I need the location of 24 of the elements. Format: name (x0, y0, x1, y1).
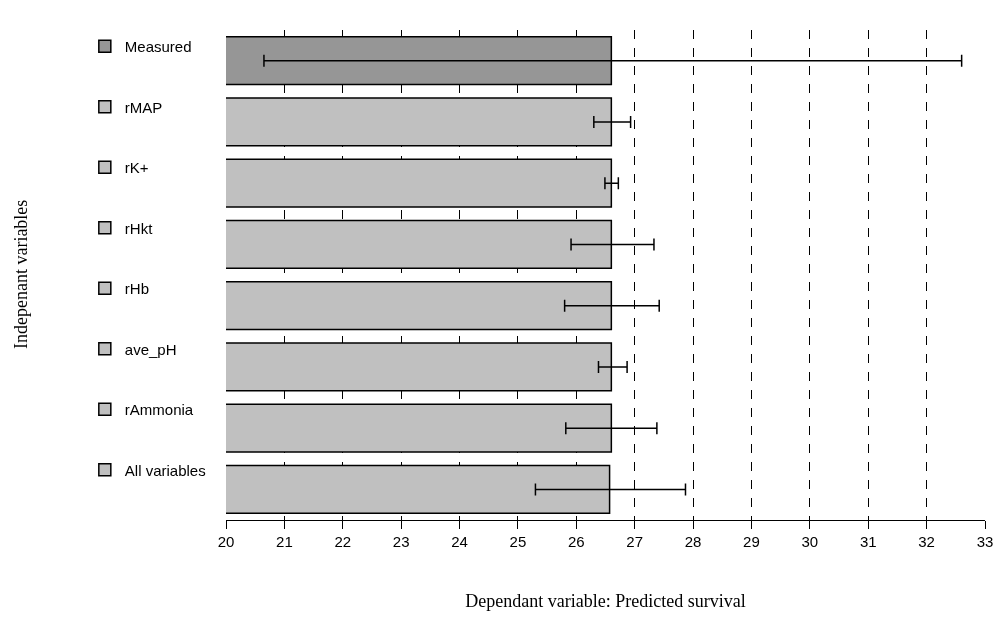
x-axis-title: Dependant variable: Predicted survival (465, 591, 746, 612)
x-tick-label: 24 (451, 533, 468, 550)
x-tick-label: 27 (626, 533, 644, 550)
legend-label: rHkt (124, 219, 154, 237)
x-tick-label: 22 (334, 533, 352, 550)
legend-label: rHb (124, 280, 149, 298)
legend-label: ave_pH (124, 340, 177, 358)
x-tick-label: 31 (859, 533, 877, 550)
x-tick-label: 33 (976, 533, 994, 550)
x-tick-label: 32 (918, 533, 935, 550)
x-tick-label: 30 (801, 533, 819, 550)
text: Indepenant variables (11, 199, 32, 350)
x-tick-label: 29 (743, 533, 760, 550)
legend-label: rK+ (124, 159, 149, 177)
x-tick-label: 28 (684, 533, 702, 550)
x-tick-label: 21 (276, 533, 293, 550)
x-tick-label: 26 (567, 533, 585, 550)
legend-label: rMAP (124, 98, 163, 116)
x-tick-label: 20 (217, 533, 235, 550)
legend-label: rAmmonia (124, 401, 194, 419)
legend-label: All variables (124, 461, 206, 479)
x-tick-label: 25 (509, 533, 527, 550)
legend-label: Measured (124, 38, 192, 56)
x-tick-label: 23 (392, 533, 410, 550)
